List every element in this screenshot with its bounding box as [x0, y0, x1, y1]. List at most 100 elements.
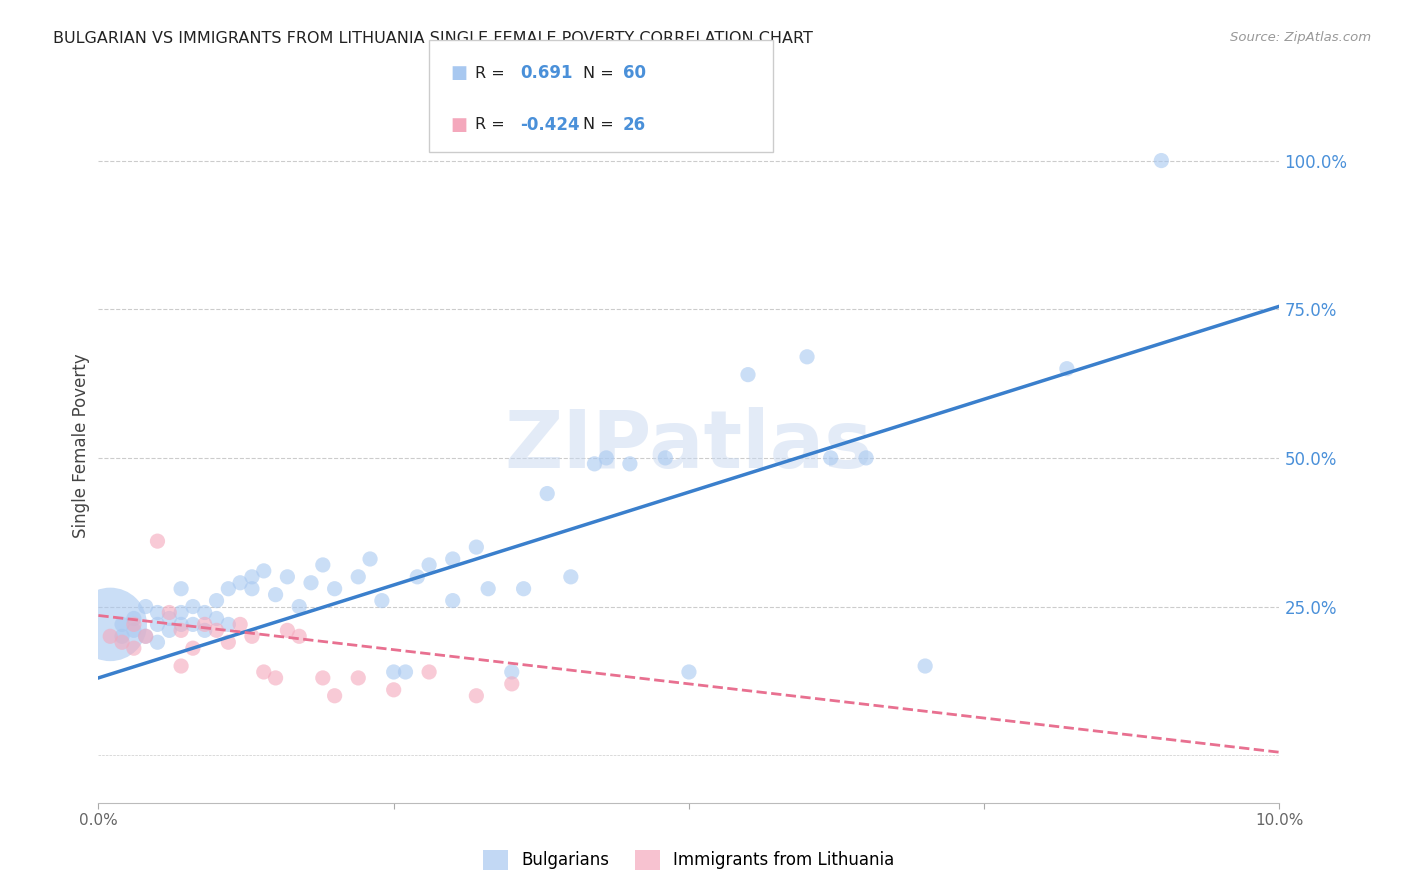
Point — [512, 582, 534, 596]
Point — [347, 570, 370, 584]
Point — [264, 671, 287, 685]
Point — [595, 450, 617, 465]
Text: R =: R = — [475, 66, 510, 81]
Point — [406, 570, 429, 584]
Text: 0.691: 0.691 — [520, 64, 572, 82]
Text: N =: N = — [583, 66, 620, 81]
Point — [135, 629, 157, 643]
Point — [382, 682, 405, 697]
Point — [181, 617, 204, 632]
Point — [312, 671, 335, 685]
Point — [205, 593, 228, 607]
Point — [157, 606, 180, 620]
Point — [217, 582, 239, 596]
Text: -0.424: -0.424 — [520, 116, 579, 134]
Point — [288, 599, 311, 614]
Point — [299, 575, 322, 590]
Point — [194, 606, 217, 620]
Point — [157, 611, 180, 625]
Point — [382, 665, 405, 679]
Point — [560, 570, 582, 584]
Point — [855, 450, 877, 465]
Point — [98, 629, 121, 643]
Point — [678, 665, 700, 679]
Point — [229, 617, 252, 632]
Text: BULGARIAN VS IMMIGRANTS FROM LITHUANIA SINGLE FEMALE POVERTY CORRELATION CHART: BULGARIAN VS IMMIGRANTS FROM LITHUANIA S… — [53, 31, 813, 46]
Text: R =: R = — [475, 117, 510, 132]
Point — [264, 588, 287, 602]
Point — [323, 689, 346, 703]
Point — [465, 540, 488, 554]
Point — [536, 486, 558, 500]
Point — [441, 552, 464, 566]
Point — [135, 599, 157, 614]
Legend: Bulgarians, Immigrants from Lithuania: Bulgarians, Immigrants from Lithuania — [477, 843, 901, 877]
Point — [240, 582, 263, 596]
Point — [146, 635, 169, 649]
Point — [122, 624, 145, 638]
Point — [170, 617, 193, 632]
Point — [583, 457, 606, 471]
Point — [276, 570, 298, 584]
Point — [501, 665, 523, 679]
Point — [619, 457, 641, 471]
Point — [1056, 361, 1078, 376]
Point — [253, 564, 276, 578]
Point — [418, 665, 440, 679]
Point — [217, 617, 239, 632]
Point — [111, 635, 134, 649]
Point — [477, 582, 499, 596]
Point — [217, 635, 239, 649]
Point — [737, 368, 759, 382]
Point — [122, 617, 145, 632]
Point — [394, 665, 416, 679]
Point — [418, 558, 440, 572]
Point — [820, 450, 842, 465]
Point — [288, 629, 311, 643]
Text: ZIPatlas: ZIPatlas — [505, 407, 873, 485]
Point — [654, 450, 676, 465]
Point — [1150, 153, 1173, 168]
Point — [465, 689, 488, 703]
Point — [347, 671, 370, 685]
Point — [371, 593, 394, 607]
Text: ■: ■ — [450, 116, 467, 134]
Point — [276, 624, 298, 638]
Point — [194, 624, 217, 638]
Point — [181, 599, 204, 614]
Point — [135, 629, 157, 643]
Point — [146, 534, 169, 549]
Point — [441, 593, 464, 607]
Point — [170, 606, 193, 620]
Point — [111, 617, 134, 632]
Text: N =: N = — [583, 117, 620, 132]
Point — [359, 552, 381, 566]
Point — [205, 611, 228, 625]
Point — [205, 624, 228, 638]
Text: 60: 60 — [623, 64, 645, 82]
Point — [796, 350, 818, 364]
Point — [914, 659, 936, 673]
Y-axis label: Single Female Poverty: Single Female Poverty — [72, 354, 90, 538]
Point — [170, 582, 193, 596]
Point — [111, 629, 134, 643]
Point — [122, 641, 145, 656]
Point — [501, 677, 523, 691]
Point — [146, 617, 169, 632]
Point — [146, 606, 169, 620]
Point — [240, 629, 263, 643]
Point — [323, 582, 346, 596]
Point — [229, 575, 252, 590]
Text: 26: 26 — [623, 116, 645, 134]
Point — [181, 641, 204, 656]
Point — [194, 617, 217, 632]
Point — [170, 659, 193, 673]
Point — [98, 617, 121, 632]
Point — [253, 665, 276, 679]
Point — [157, 624, 180, 638]
Point — [312, 558, 335, 572]
Point — [170, 624, 193, 638]
Text: Source: ZipAtlas.com: Source: ZipAtlas.com — [1230, 31, 1371, 45]
Point — [240, 570, 263, 584]
Text: ■: ■ — [450, 64, 467, 82]
